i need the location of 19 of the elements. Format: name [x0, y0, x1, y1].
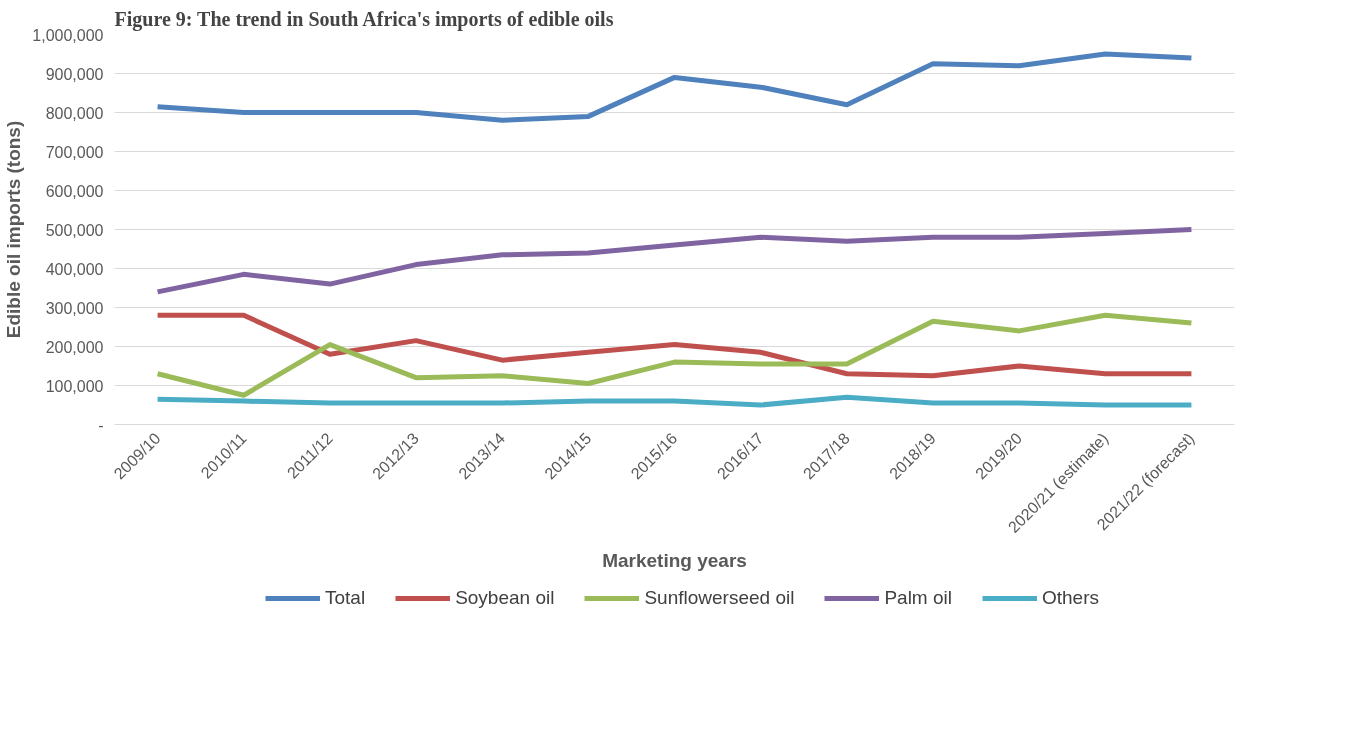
y-tick-label: 800,000	[45, 104, 104, 122]
legend-label: Sunflowerseed oil	[644, 587, 795, 609]
y-tick-label: 500,000	[45, 221, 104, 239]
legend-label: Total	[324, 587, 366, 609]
y-tick-label: 200,000	[45, 338, 104, 356]
y-axis-title: Edible oil imports (tons)	[3, 120, 25, 339]
y-tick-label: 900,000	[45, 65, 104, 83]
y-tick-label: -	[98, 416, 104, 434]
y-tick-label: 1,000,000	[32, 26, 104, 44]
chart-title: Figure 9: The trend in South Africa's imports of edible oils	[114, 7, 614, 31]
legend-label: Palm oil	[884, 587, 952, 609]
y-tick-label: 700,000	[45, 143, 104, 161]
legend-label: Others	[1041, 587, 1100, 609]
x-axis-title: Marketing years	[602, 549, 747, 571]
y-tick-label: 100,000	[45, 377, 104, 395]
y-tick-label: 400,000	[45, 260, 104, 278]
y-tick-label: 600,000	[45, 182, 104, 200]
legend-label: Soybean oil	[455, 587, 555, 609]
y-tick-label: 300,000	[45, 299, 104, 317]
